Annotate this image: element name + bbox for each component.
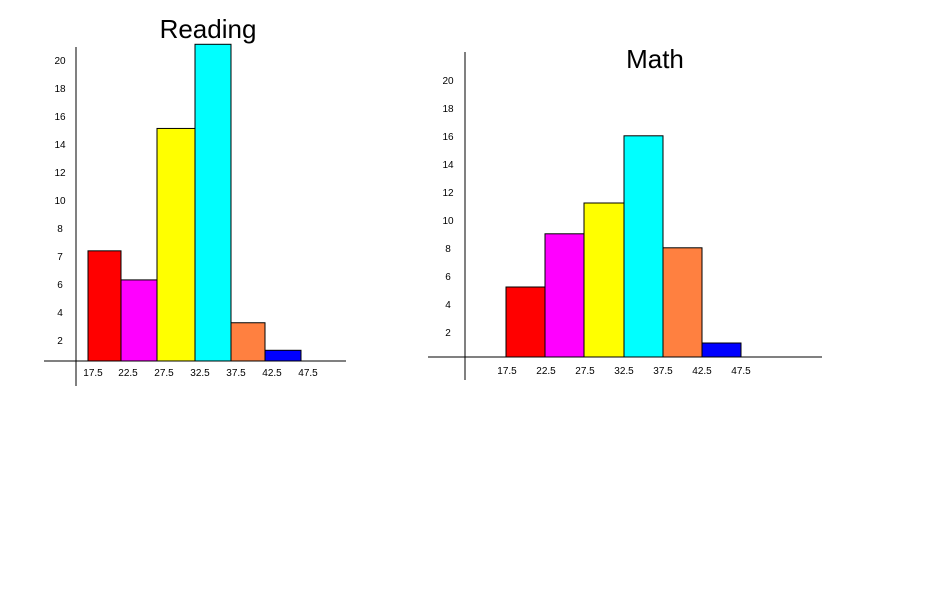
y-tick-label: 2	[445, 328, 451, 339]
chart-math: Math 2 4 6 8 10 12 14 16 18 20 17.5 22.5 27.5 32.5 37.5…	[428, 44, 822, 380]
bar-32.5-37.5	[194, 43, 232, 362]
x-tick-label: 32.5	[190, 368, 210, 379]
bar-17.5-22.5	[87, 250, 122, 362]
bar-27.5-32.5	[156, 127, 196, 362]
x-tick-label: 37.5	[226, 368, 246, 379]
y-tick-label: 4	[57, 308, 63, 319]
x-tick-label: 17.5	[83, 368, 103, 379]
bar-37.5-42.5	[230, 322, 266, 362]
bar-22.5-27.5	[120, 279, 158, 362]
y-tick-label: 20	[442, 76, 454, 87]
x-tick-label: 17.5	[497, 366, 517, 377]
y-tick-label: 18	[54, 84, 66, 95]
y-tick-label: 12	[442, 188, 454, 199]
y-tick-label: 8	[57, 224, 63, 235]
y-tick-label: 12	[54, 168, 66, 179]
x-tick-label: 47.5	[731, 366, 751, 377]
y-tick-label: 2	[57, 336, 63, 347]
bar-17.5-22.5	[505, 286, 546, 358]
bar-22.5-27.5	[544, 233, 585, 358]
y-tick-label: 14	[442, 160, 454, 171]
chart-title: Reading	[160, 14, 257, 44]
bar-37.5-42.5	[662, 247, 703, 358]
x-tick-label: 32.5	[614, 366, 634, 377]
x-tick-label: 22.5	[118, 368, 138, 379]
x-tick-label: 42.5	[262, 368, 282, 379]
chart-reading: Reading 2 4 6 7 8 10 12 14 16 18 20 17.5 22.5 27.5 32.5…	[44, 14, 346, 386]
y-tick-label: 6	[445, 272, 451, 283]
y-tick-label: 18	[442, 104, 454, 115]
x-tick-label: 37.5	[653, 366, 673, 377]
y-tick-label: 6	[57, 280, 63, 291]
bar-32.5-37.5	[623, 135, 664, 358]
y-tick-label: 16	[54, 112, 66, 123]
x-tick-label: 22.5	[536, 366, 556, 377]
y-tick-label: 20	[54, 56, 66, 67]
x-tick-label: 42.5	[692, 366, 712, 377]
y-tick-label: 8	[445, 244, 451, 255]
y-tick-label: 4	[445, 300, 451, 311]
y-tick-label: 10	[54, 196, 66, 207]
y-tick-label: 7	[57, 252, 63, 263]
chart-title: Math	[626, 44, 684, 74]
bar-42.5-47.5	[264, 349, 302, 362]
bar-42.5-47.5	[701, 342, 742, 358]
y-tick-label: 16	[442, 132, 454, 143]
x-tick-label: 47.5	[298, 368, 318, 379]
y-tick-label: 14	[54, 140, 66, 151]
bar-27.5-32.5	[583, 202, 625, 358]
x-tick-label: 27.5	[154, 368, 174, 379]
x-tick-label: 27.5	[575, 366, 595, 377]
y-tick-label: 10	[442, 216, 454, 227]
